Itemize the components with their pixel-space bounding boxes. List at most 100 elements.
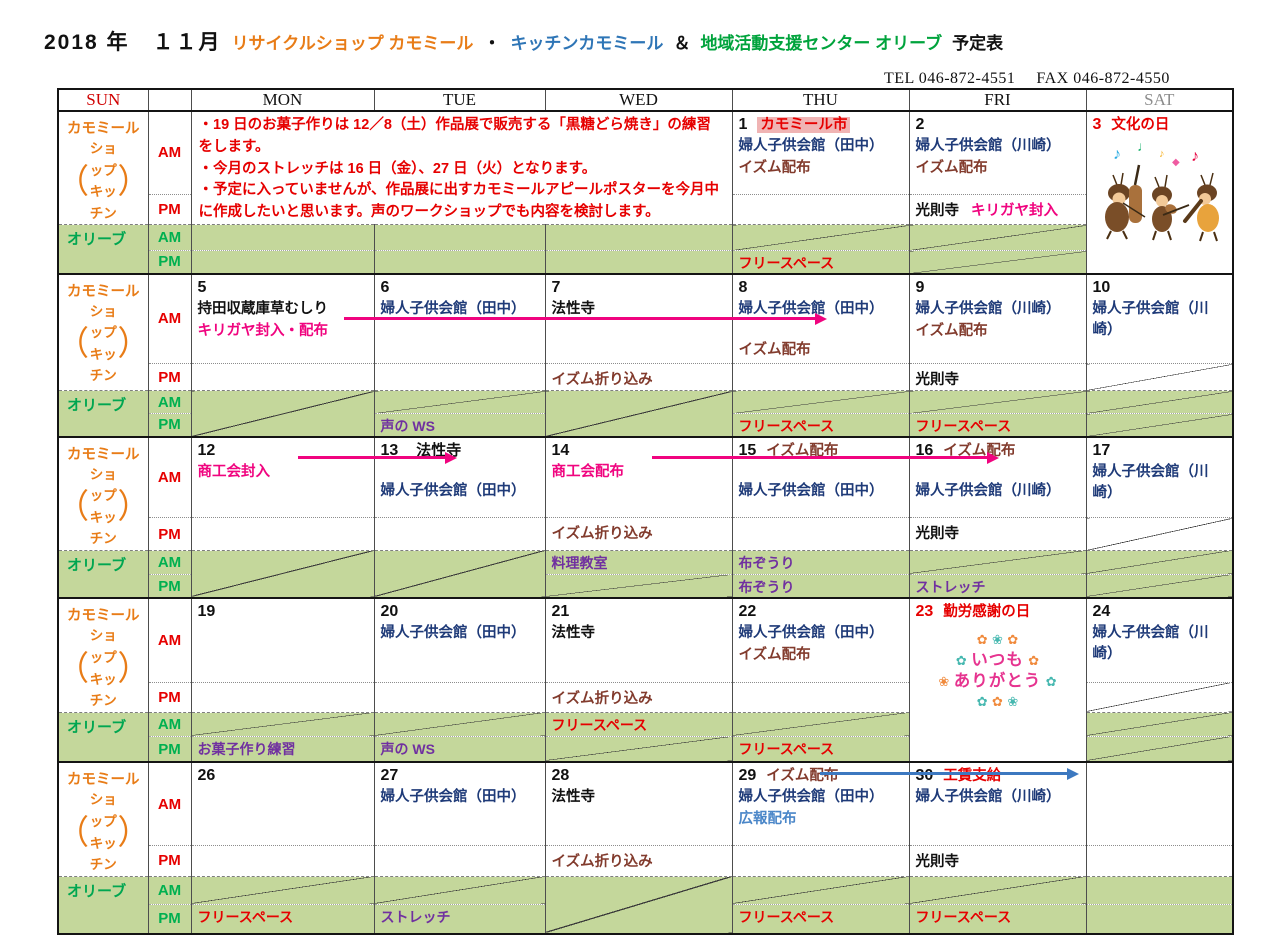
svg-text:♩: ♩ [1137, 138, 1151, 154]
w5-mon-olive-pm: フリースペース [190, 903, 375, 935]
event-line: キリガヤ封入・配布 [197, 322, 329, 339]
am-label: AM [147, 761, 192, 846]
title-kitchen-name: キッチンカモミール [510, 34, 664, 53]
w4-mon-am: 19 [190, 597, 375, 683]
event-line: イズム配布 [915, 160, 988, 177]
w4-wed-olive-am: フリースペース [544, 711, 733, 737]
w3-fri-am: 16 イズム配布 婦人子供会館（川崎） [908, 435, 1087, 518]
event-line: フリースペース [738, 418, 835, 435]
day-header-wed: WED [544, 89, 733, 112]
event-line: 法性寺 [551, 789, 596, 806]
event-line: 婦人子供会館（田中） [738, 482, 884, 499]
date: 5 [197, 278, 207, 296]
event-line: 婦人子供会館（田中） [380, 300, 526, 317]
olive-am-label: AM [147, 875, 192, 905]
w2-thu-pm [731, 363, 910, 391]
w3-sat-am: 17 婦人子供会館（川崎） [1085, 435, 1234, 518]
event-line: 広報配布 [738, 811, 797, 828]
tel-fax: TEL 046-872-4551 FAX 046-872-4550 [884, 70, 1170, 87]
event-line: 光則寺 [915, 853, 960, 870]
event-line: イズム折り込み [551, 372, 653, 389]
w5-thu-olive-pm: フリースペース [731, 903, 910, 935]
olive-pm-label: PM [147, 250, 192, 274]
event-line: 光則寺 キリガヤ封入 [910, 195, 1085, 220]
chamomile-group-label: カモミール （ ショップ キッチン ） [57, 272, 149, 391]
w1-thu-olive-pm: フリースペース [731, 250, 910, 274]
brace-decoration: （ [58, 161, 90, 200]
chamomile-label: カモミール [67, 121, 140, 137]
event-line: イズム配布 [738, 647, 811, 664]
event-line: 婦人子供会館（川崎） [915, 300, 1061, 317]
w3-tue-am: 13 法性寺 婦人子供会館（田中） [373, 435, 546, 518]
am-label: AM [147, 435, 192, 518]
chamomile-label: カモミール [67, 283, 140, 300]
w2-tue-olive-pm: 声の WS [373, 413, 546, 437]
w3-wed-am: 14 商工会配布 [544, 435, 733, 518]
title-dot: ・ [483, 34, 501, 53]
event-line: 料理教室 [551, 554, 608, 571]
event-line: ストレッチ [915, 578, 986, 595]
w2-sat-am: 10 婦人子供会館（川崎） [1085, 272, 1234, 364]
w2-sat-olive-am [1085, 390, 1234, 414]
shop-label: ショップ [89, 792, 117, 829]
w4-fri-holiday-cell: 23 勤労感謝の日 ✿ ❀ ✿ ✿ いつも ✿ ❀ ありがとう ✿ ✿ ✿ ❀ [908, 597, 1087, 763]
date: 3 [1092, 116, 1102, 133]
event-line: 法性寺 [551, 300, 596, 317]
event-line: フリースペース [551, 716, 648, 733]
olive-am-label: AM [147, 711, 192, 737]
kitchen-label: キッチン [89, 346, 117, 384]
chamomile-label: カモミール [67, 446, 140, 463]
brace-decoration: ） [117, 812, 148, 851]
event-line: イズム折り込み [551, 526, 653, 543]
brace-decoration: （ [58, 324, 90, 363]
w3-wed-olive-am: 料理教室 [544, 549, 733, 575]
w4-sat-am: 24 婦人子供会館（川崎） [1085, 597, 1234, 683]
event-line: 商工会封入 [197, 463, 271, 480]
w2-sat-olive-pm [1085, 413, 1234, 437]
holiday-name: 文化の日 [1111, 117, 1170, 133]
title-suffix: 予定表 [952, 34, 1004, 53]
w3-mon-am: 12 商工会封入 [190, 435, 375, 518]
w4-tue-am: 20 婦人子供会館（田中） [373, 597, 546, 683]
w4-wed-olive-pm [544, 735, 733, 763]
thanks-text: ありがとう [953, 672, 1042, 691]
w3-sat-olive-am [1085, 549, 1234, 575]
svg-text:♪: ♪ [1113, 146, 1121, 163]
event-line: お菓子作り練習 [197, 740, 296, 757]
day-header-spacer [147, 89, 192, 112]
thanks-text: いつも [971, 651, 1024, 670]
olive-group-label: オリーブ [57, 390, 149, 437]
flower-row: ✿ ✿ ❀ [976, 694, 1019, 710]
date-row: 1 カモミール市 [733, 113, 908, 135]
event-line: 婦人子供会館（田中） [380, 482, 526, 499]
w1-fri-olive-pm [908, 250, 1087, 274]
am-label: AM [147, 597, 192, 683]
date: 28 [551, 767, 570, 785]
blue-arrow-week5 [820, 772, 1068, 775]
brace-decoration: （ [58, 649, 90, 687]
event-line: 光則寺 [915, 526, 960, 543]
w3-thu-olive-am: 布ぞうり [731, 549, 910, 575]
svg-text:◆: ◆ [1172, 157, 1180, 168]
flower-text-row: ❀ ありがとう ✿ [938, 672, 1057, 691]
w4-tue-olive-pm: 声の WS [373, 735, 546, 763]
date: 9 [915, 278, 925, 296]
olive-group-label: オリーブ [57, 711, 149, 763]
day-header-sun: SUN [57, 89, 149, 112]
holiday-name: 勤労感謝の日 [943, 604, 1031, 621]
w1-tue-olive-am [373, 224, 546, 251]
event-line: 婦人子供会館（川崎） [1092, 625, 1209, 663]
brace-decoration: ） [117, 487, 148, 526]
event-line: 婦人子供会館（川崎） [915, 482, 1061, 499]
w4-mon-pm [190, 681, 375, 713]
kitchen-label: キッチン [89, 509, 117, 547]
brace-decoration: ） [117, 649, 148, 687]
shop-kitchen-labels: ショップ キッチン [87, 625, 119, 711]
am-label: AM [147, 109, 192, 195]
event-line: 婦人子供会館（川崎） [1092, 463, 1209, 501]
event-line: フリースペース [738, 908, 835, 925]
event-line: 光則寺 [915, 372, 960, 389]
brace-decoration: （ [58, 812, 90, 851]
w4-wed-am: 21 法性寺 [544, 597, 733, 683]
w3-fri-olive-am [908, 549, 1087, 575]
